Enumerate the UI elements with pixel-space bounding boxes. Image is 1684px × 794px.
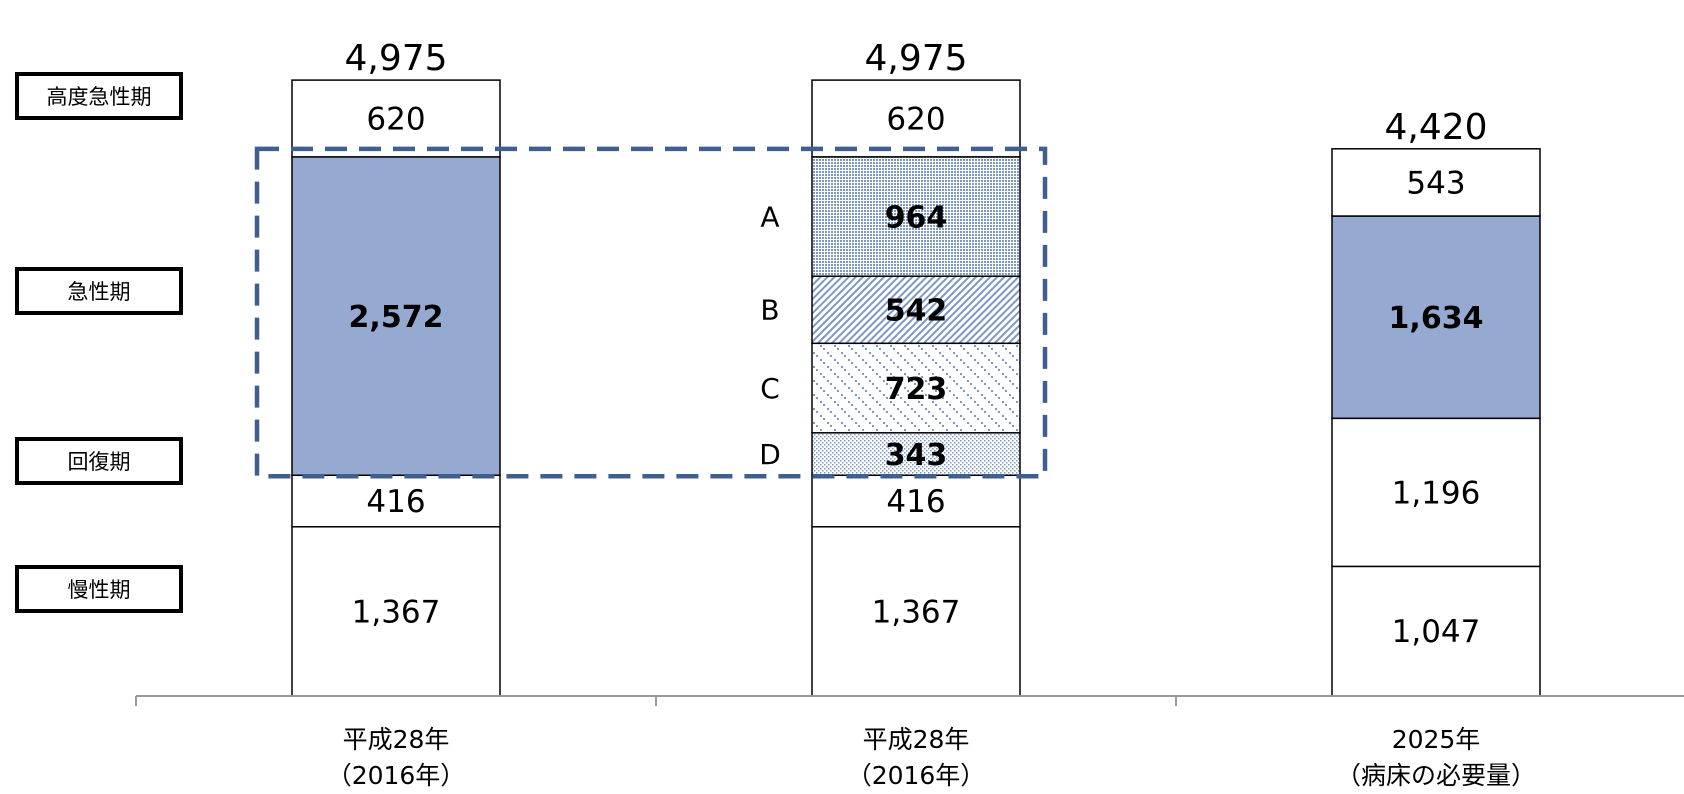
- data-label: 723: [885, 372, 948, 407]
- phase-label-chronic: 慢性期: [15, 565, 183, 613]
- acute-group-dashed-frame: [254, 146, 1048, 479]
- data-label: 2,572: [349, 300, 444, 335]
- total-label: 4,975: [344, 38, 447, 79]
- total-label: 4,420: [1384, 107, 1487, 148]
- data-label: 1,047: [1392, 614, 1481, 650]
- bar-segment: [291, 79, 501, 158]
- segment-tag-label: A: [760, 201, 779, 234]
- data-label: 620: [366, 101, 425, 137]
- data-label: 1,634: [1389, 301, 1484, 336]
- phase-label-recovery: 回復期: [15, 437, 183, 485]
- category-label: 2025年 （病床の必要量）: [1335, 725, 1536, 790]
- bar-segment: [1331, 565, 1541, 697]
- data-label: 1,367: [352, 594, 441, 630]
- bar-segment: [811, 156, 1021, 277]
- phase-label-high-acute: 高度急性期: [15, 72, 183, 120]
- bar-segment: [291, 474, 501, 528]
- bar-segment: [811, 79, 1021, 158]
- data-label: 964: [885, 201, 948, 236]
- bar-segment: [811, 474, 1021, 528]
- total-label: 4,975: [864, 38, 967, 79]
- bar-segment: [1331, 148, 1541, 217]
- data-label: 542: [885, 294, 948, 329]
- bar-segment: [811, 275, 1021, 345]
- data-label: 543: [1406, 165, 1465, 201]
- data-label: 416: [886, 484, 945, 520]
- segment-tag-label: D: [759, 438, 781, 471]
- bar-segment: [811, 526, 1021, 697]
- data-label: 343: [885, 438, 948, 473]
- bar-segment: [811, 342, 1021, 434]
- segment-tag-label: B: [760, 294, 779, 327]
- phase-label-acute: 急性期: [15, 267, 183, 315]
- bar-segment: [1331, 417, 1541, 568]
- data-label: 416: [366, 484, 425, 520]
- category-label: 平成28年 （2016年）: [326, 725, 466, 790]
- category-label: 平成28年 （2016年）: [846, 725, 986, 790]
- data-label: 620: [886, 101, 945, 137]
- data-label: 1,196: [1392, 475, 1481, 511]
- segment-tag-label: C: [760, 372, 780, 405]
- bar-segment: [291, 526, 501, 697]
- data-label: 1,367: [872, 594, 961, 630]
